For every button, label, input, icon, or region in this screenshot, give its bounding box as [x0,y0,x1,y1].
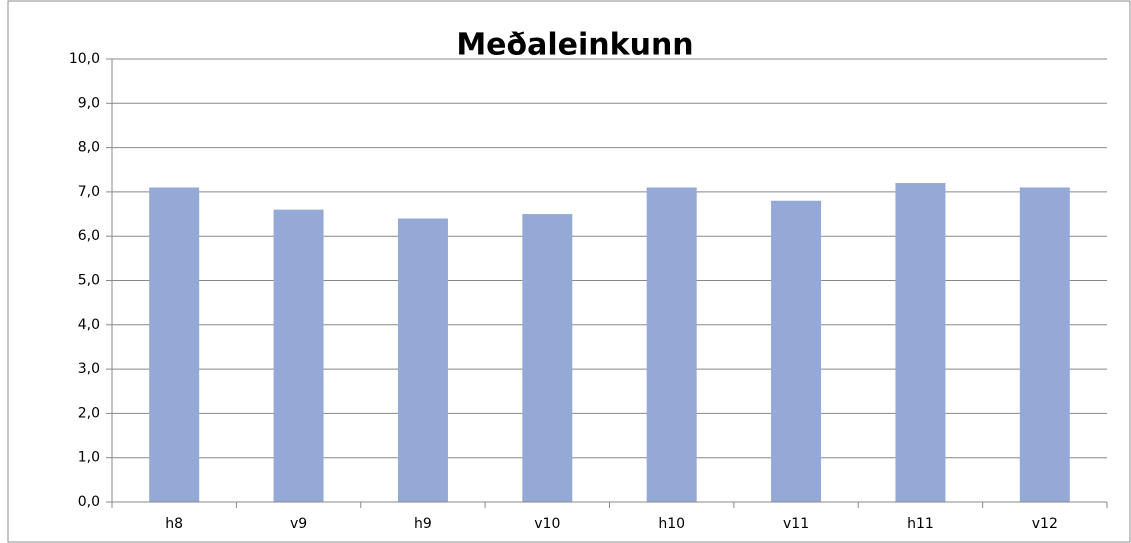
y-tick-label: 3,0 [78,361,100,377]
y-tick-label: 10,0 [69,51,100,67]
x-tick-label: h8 [165,516,183,532]
bar [895,183,946,503]
y-tick-label: 6,0 [78,228,100,244]
y-tick-label: 0,0 [78,494,100,510]
x-tick-label: v10 [534,516,560,532]
y-tick-label: 1,0 [78,450,100,466]
x-tick-label: h9 [414,516,432,532]
y-tick-label: 5,0 [78,273,100,289]
bar [397,218,448,503]
bar [646,187,697,502]
bar [522,214,573,503]
bar [1019,187,1070,502]
y-tick-label: 9,0 [78,95,100,111]
x-tick-label: v12 [1032,516,1058,532]
bar [149,187,200,502]
x-tick-label: h11 [907,516,934,532]
bar [771,200,822,502]
chart-title: Meðaleinkunn [456,28,693,63]
y-tick-label: 2,0 [78,405,100,421]
x-tick-label: v11 [783,516,809,532]
y-tick-label: 8,0 [78,140,100,156]
y-tick-label: 4,0 [78,317,100,333]
x-tick-label: h10 [658,516,685,532]
y-tick-label: 7,0 [78,184,100,200]
bar [273,209,324,502]
x-tick-label: v9 [290,516,307,532]
